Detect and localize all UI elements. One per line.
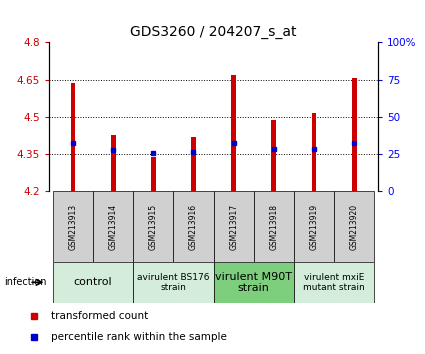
- Bar: [191, 137, 196, 191]
- Text: GSM213919: GSM213919: [309, 204, 318, 250]
- Bar: [151, 157, 156, 191]
- Bar: [312, 113, 316, 191]
- Bar: [231, 75, 236, 191]
- Bar: [93, 191, 133, 262]
- Text: virulent mxiE
mutant strain: virulent mxiE mutant strain: [303, 273, 365, 292]
- Text: avirulent BS176
strain: avirulent BS176 strain: [137, 273, 210, 292]
- Text: virulent M90T
strain: virulent M90T strain: [215, 272, 292, 293]
- Bar: [133, 262, 214, 303]
- Text: transformed count: transformed count: [51, 311, 148, 321]
- Bar: [71, 82, 75, 191]
- Text: GSM213914: GSM213914: [109, 204, 118, 250]
- Bar: [272, 120, 276, 191]
- Text: infection: infection: [4, 277, 47, 287]
- Title: GDS3260 / 204207_s_at: GDS3260 / 204207_s_at: [130, 25, 297, 39]
- Bar: [53, 262, 133, 303]
- Text: GSM213920: GSM213920: [350, 204, 359, 250]
- Text: GSM213913: GSM213913: [68, 204, 77, 250]
- Bar: [213, 262, 294, 303]
- Bar: [254, 191, 294, 262]
- Text: GSM213916: GSM213916: [189, 204, 198, 250]
- Text: control: control: [74, 277, 112, 287]
- Text: GSM213915: GSM213915: [149, 204, 158, 250]
- Text: GSM213918: GSM213918: [269, 204, 278, 250]
- Bar: [294, 262, 374, 303]
- Bar: [352, 78, 357, 191]
- Text: GSM213917: GSM213917: [229, 204, 238, 250]
- Bar: [53, 191, 93, 262]
- Bar: [133, 191, 173, 262]
- Text: percentile rank within the sample: percentile rank within the sample: [51, 332, 227, 342]
- Bar: [213, 191, 254, 262]
- Bar: [294, 191, 334, 262]
- Bar: [334, 191, 374, 262]
- Bar: [173, 191, 214, 262]
- Bar: [111, 136, 116, 191]
